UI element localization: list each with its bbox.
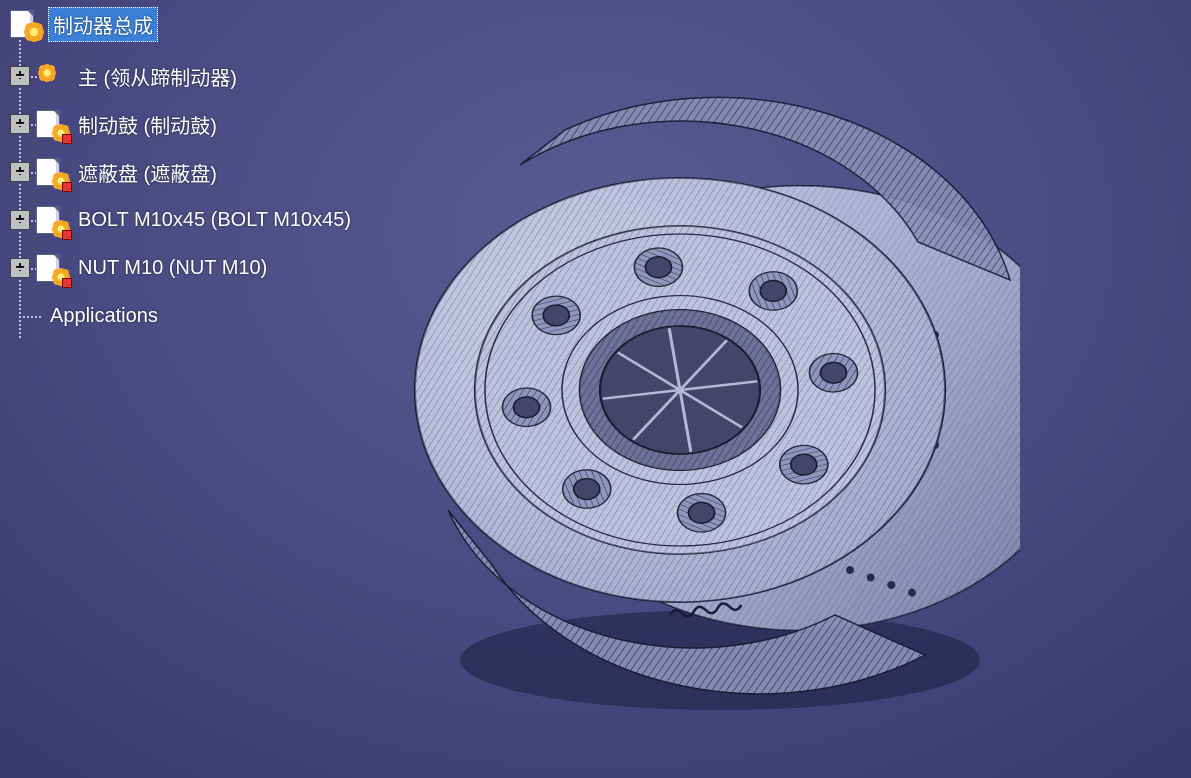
- model-3d-view[interactable]: [380, 40, 1020, 720]
- part-doc-gear-icon: [36, 254, 66, 282]
- cad-viewport[interactable]: 制动器总成 + 主 (领从蹄制动器) + 制动鼓 (制动鼓) + 遮蔽盘 (遮蔽…: [0, 0, 1191, 778]
- expander-icon[interactable]: +: [10, 66, 30, 86]
- tree-node-label: BOLT M10x45 (BOLT M10x45): [74, 207, 355, 234]
- part-doc-gear-icon: [36, 206, 66, 234]
- tree-node-label: NUT M10 (NUT M10): [74, 255, 271, 282]
- expander-icon[interactable]: +: [10, 162, 30, 182]
- tree-node-label: 制动鼓 (制动鼓): [74, 108, 221, 141]
- tree-node-1[interactable]: + 制动鼓 (制动鼓): [0, 104, 355, 144]
- tree-applications-label: Applications: [46, 303, 162, 330]
- part-doc-gear-icon: [36, 158, 66, 186]
- tree-node-0[interactable]: + 主 (领从蹄制动器): [0, 56, 355, 96]
- tree-root-label: 制动器总成: [48, 7, 158, 42]
- expander-icon[interactable]: +: [10, 114, 30, 134]
- product-icon: [10, 10, 40, 38]
- tree-node-2[interactable]: + 遮蔽盘 (遮蔽盘): [0, 152, 355, 192]
- expander-icon[interactable]: +: [10, 210, 30, 230]
- tree-root-node[interactable]: 制动器总成: [0, 4, 355, 44]
- expander-icon[interactable]: +: [10, 258, 30, 278]
- part-gear-icon: [36, 62, 66, 90]
- tree-node-3[interactable]: + BOLT M10x45 (BOLT M10x45): [0, 200, 355, 240]
- tree-node-label: 遮蔽盘 (遮蔽盘): [74, 156, 221, 189]
- specification-tree[interactable]: 制动器总成 + 主 (领从蹄制动器) + 制动鼓 (制动鼓) + 遮蔽盘 (遮蔽…: [0, 0, 355, 336]
- part-doc-gear-icon: [36, 110, 66, 138]
- tree-node-applications[interactable]: Applications: [0, 296, 355, 336]
- tree-node-4[interactable]: + NUT M10 (NUT M10): [0, 248, 355, 288]
- tree-node-label: 主 (领从蹄制动器): [74, 60, 241, 93]
